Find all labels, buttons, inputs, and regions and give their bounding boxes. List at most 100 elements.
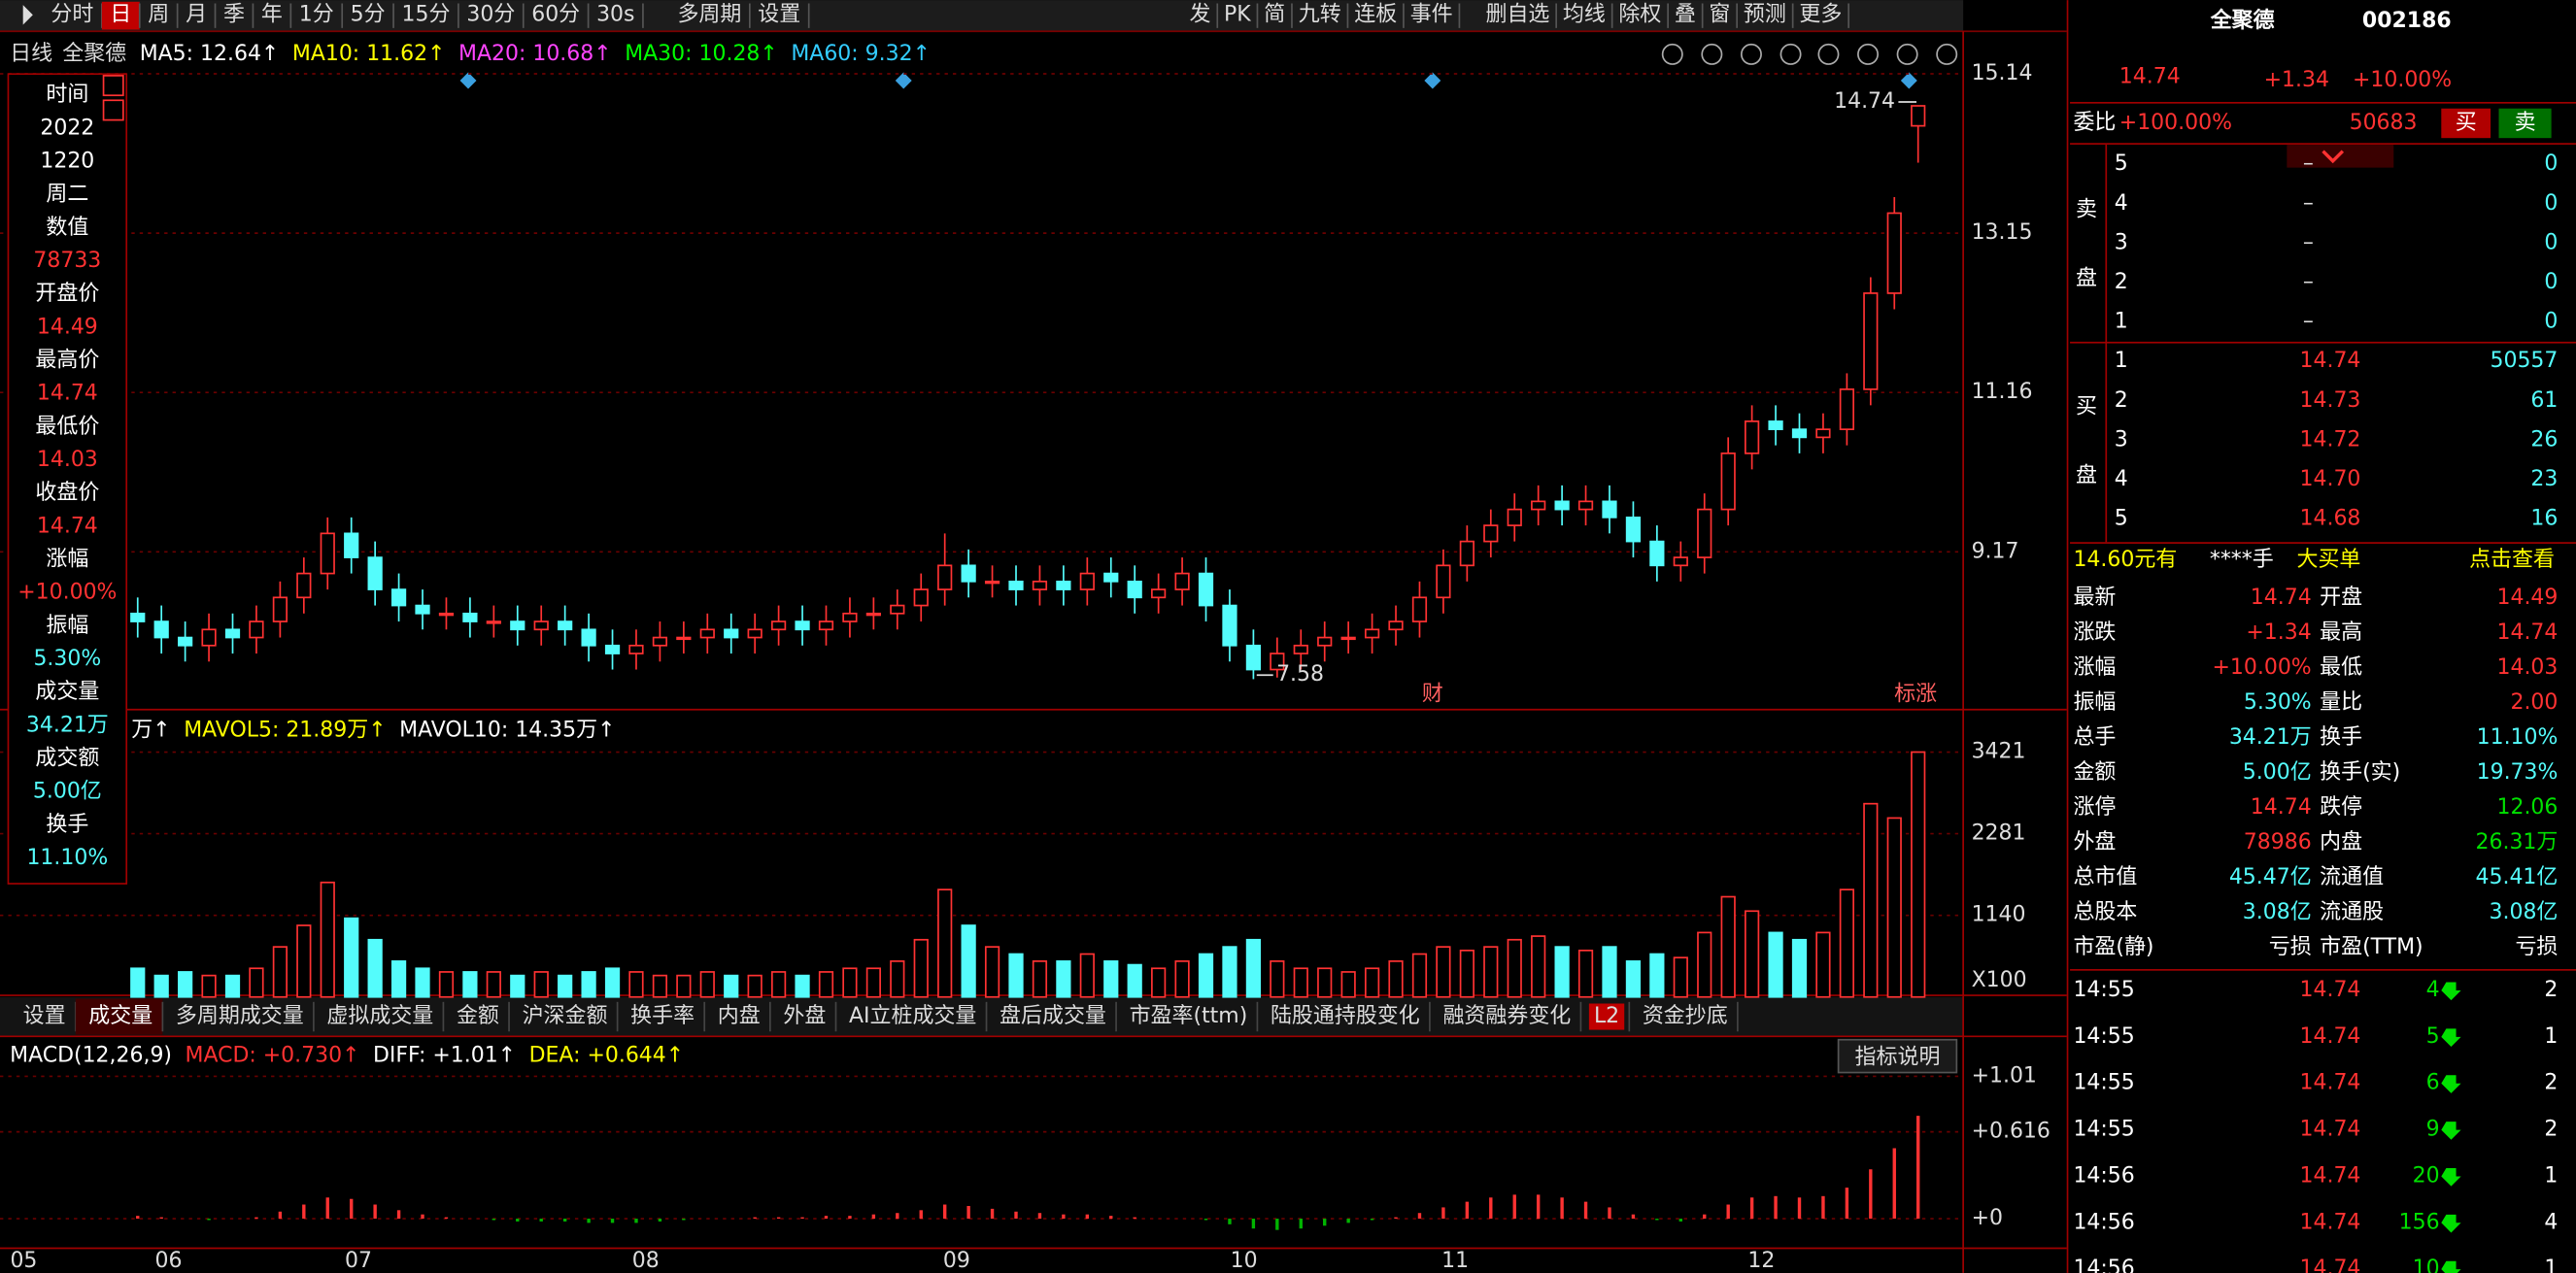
volume-bar [1791, 938, 1808, 998]
stat-value: 14.74 [2251, 795, 2312, 820]
candle-body [604, 644, 621, 654]
toolbar-tab[interactable]: 周 [148, 2, 169, 26]
toolbar-tab[interactable]: 15分 [402, 2, 451, 26]
ask-volume: 0 [2544, 230, 2558, 254]
stat-label: 开盘 [2320, 586, 2362, 610]
big-order: 大买单 [2296, 548, 2360, 572]
toolbar-tab[interactable]: 简 [1264, 2, 1285, 26]
tool-icon[interactable] [1701, 43, 1723, 65]
stat-value: 45.41亿 [2476, 865, 2559, 889]
indicator-tab[interactable]: AI立桩成交量 [849, 1004, 976, 1028]
close-button[interactable] [102, 75, 124, 97]
chart-tools [1661, 43, 1958, 65]
toolbar-tab[interactable]: 日 [110, 2, 131, 26]
info-value: 78733 [33, 249, 101, 273]
tool-icon[interactable] [1661, 43, 1683, 65]
zoom-out[interactable] [1936, 43, 1958, 65]
toolbar-tab[interactable]: 均线 [1563, 2, 1606, 26]
toolbar-tab[interactable]: 连板 [1354, 2, 1397, 26]
indicator-tab[interactable]: 成交量 [88, 1004, 153, 1028]
toolbar-tab[interactable]: 叠 [1675, 2, 1696, 26]
candle-body [1270, 653, 1285, 671]
indicator-tab[interactable]: 外盘 [783, 1004, 826, 1028]
indicator-tab[interactable]: 金额 [457, 1004, 499, 1028]
toolbar-tab[interactable]: 30s [596, 2, 634, 26]
bid-price: 14.70 [2300, 467, 2361, 491]
stat-value: 78986 [2244, 830, 2312, 854]
toolbar-tab[interactable]: 60分 [531, 2, 580, 26]
indicator-tab[interactable]: 换手率 [630, 1004, 695, 1028]
toolbar-tab[interactable]: 季 [223, 2, 245, 26]
stat-value: 26.31万 [2476, 830, 2559, 854]
indicator-tab[interactable]: 陆股通持股变化 [1271, 1004, 1420, 1028]
event-marker[interactable] [1424, 72, 1441, 89]
stat-value: 14.49 [2496, 586, 2558, 610]
toolbar-tab[interactable]: 1分 [299, 2, 334, 26]
indicator-tab[interactable]: 市盈率(ttm) [1130, 1004, 1248, 1028]
tool-icon[interactable] [1740, 43, 1762, 65]
x-tick-label: 11 [1441, 1249, 1469, 1273]
candle-body [818, 620, 834, 631]
toolbar-tab[interactable]: 月 [186, 2, 207, 26]
help-button[interactable] [1837, 1038, 1958, 1074]
settings-button[interactable] [102, 99, 124, 121]
buy-button[interactable]: 买 [2456, 111, 2477, 135]
macd-legend: DIFF: +1.01↑ [373, 1044, 516, 1068]
stock-code: 002186 [2362, 9, 2452, 33]
indicator-tab[interactable]: 沪深金额 [523, 1004, 608, 1028]
candle-body [415, 604, 430, 615]
toolbar-tab[interactable]: 除权 [1618, 2, 1661, 26]
tool-icon[interactable] [1857, 43, 1880, 65]
toolbar-tab[interactable]: 30分 [466, 2, 515, 26]
toolbar-tab[interactable]: 更多 [1799, 2, 1842, 26]
event-markers [459, 72, 1917, 89]
toolbar-tab[interactable]: 5分 [351, 2, 386, 26]
volume-bar [1745, 910, 1760, 998]
indicator-tab[interactable]: 盘后成交量 [1000, 1004, 1106, 1028]
down-arrow [2441, 1075, 2461, 1093]
stat-value: 45.47亿 [2229, 865, 2312, 889]
sell-button[interactable] [2498, 108, 2552, 139]
toolbar-tab[interactable]: 发 [1190, 2, 1211, 26]
down-arrow [2441, 1167, 2461, 1187]
candle-body [1411, 596, 1428, 622]
toolbar-tab[interactable]: 窗 [1709, 2, 1730, 26]
y-tick-label: 1140 [1972, 903, 2026, 927]
toolbar-tab[interactable]: 预测 [1744, 2, 1786, 26]
indicator-tab[interactable]: 融资融券变化 [1442, 1004, 1571, 1028]
toolbar-tab[interactable]: 九转 [1299, 2, 1341, 26]
indicator-tab[interactable]: 资金抄底 [1643, 1004, 1728, 1028]
toolbar-tab[interactable]: 删自选 [1485, 2, 1549, 26]
indicator-tab[interactable]: 多周期成交量 [176, 1004, 304, 1028]
stat-value: 11.10% [2477, 725, 2559, 750]
toolbar-tab[interactable]: 多周期 [677, 2, 741, 26]
event-marker[interactable] [459, 72, 477, 89]
volume-bar [1151, 967, 1167, 998]
toolbar-tab[interactable]: 设置 [758, 2, 800, 26]
x-tick-label: 06 [155, 1249, 183, 1273]
candle-body [344, 532, 359, 558]
collapse-button[interactable] [2287, 144, 2394, 168]
zoom-in[interactable] [1896, 43, 1918, 65]
big-order-button[interactable]: 点击查看 [2469, 548, 2555, 572]
event-marker[interactable] [1900, 72, 1917, 89]
indicator-tab[interactable]: 内盘 [718, 1004, 761, 1028]
indicator-tab[interactable]: 虚拟成交量 [326, 1004, 433, 1028]
volume-bar [1720, 895, 1736, 998]
toolbar-tab[interactable]: 事件 [1410, 2, 1453, 26]
event-marker[interactable] [895, 72, 912, 89]
toolbar-tab[interactable]: PK [1224, 2, 1251, 26]
help-button[interactable]: 指标说明 [1855, 1045, 1941, 1069]
tool-icon[interactable] [1779, 43, 1802, 65]
volume-legend: MAVOL10: 14.35万↑ [399, 719, 615, 743]
toolbar-tab[interactable]: 年 [261, 2, 283, 26]
sell-button[interactable]: 卖 [2515, 111, 2536, 135]
play-icon[interactable] [22, 5, 33, 25]
tool-icon[interactable] [1817, 43, 1840, 65]
indicator-tab[interactable]: 设置 [23, 1004, 66, 1028]
buy-button[interactable] [2441, 108, 2491, 139]
toolbar-tab[interactable]: 分时 [51, 2, 93, 26]
candle-body [1720, 452, 1736, 511]
indicator-tab[interactable]: L2 [1594, 1004, 1619, 1028]
stat-value: 3.08亿 [2490, 900, 2559, 924]
